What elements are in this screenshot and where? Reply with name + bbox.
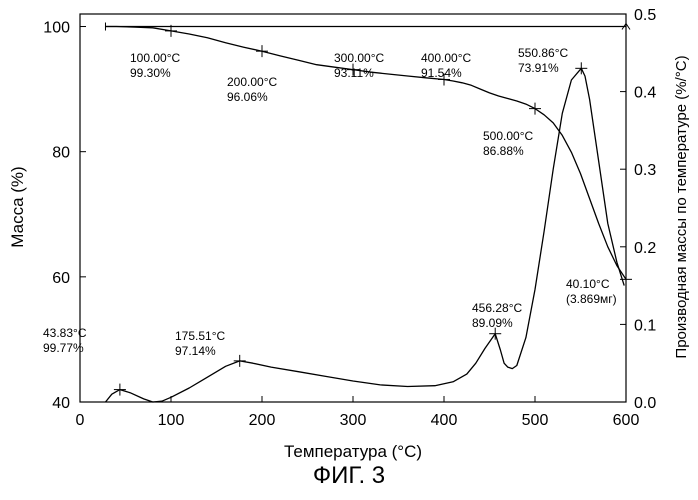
y-axis-label: Масса (%) — [8, 166, 27, 247]
annotations: 100.00°C99.30% 200.00°C96.06% 300.00°C93.1… — [43, 24, 632, 396]
y-right-tick-label: 0.1 — [634, 317, 656, 334]
annotation-temp: 500.00°C — [483, 129, 534, 143]
y-axis-right: 0.0 0.1 0.2 0.3 0.4 0.5 — [620, 7, 656, 412]
y-right-tick-label: 0.3 — [634, 162, 656, 179]
annotation-temp: 175.51°C — [175, 329, 226, 343]
annotation-value: 86.88% — [483, 144, 524, 158]
figure-caption: ФИГ. 3 — [312, 462, 386, 489]
annotation-value: 73.91% — [518, 61, 559, 75]
annotation-temp: 300.00°C — [334, 51, 385, 65]
mass-curve — [105, 25, 627, 280]
y-tick-label: 40 — [52, 395, 70, 412]
annotation-value: (3.869мг) — [566, 292, 617, 306]
x-tick-label: 0 — [76, 412, 85, 429]
y-tick-label: 80 — [52, 145, 70, 162]
annotation-temp: 200.00°C — [227, 75, 278, 89]
y-right-tick-label: 0.2 — [634, 240, 656, 257]
y-tick-label: 100 — [43, 20, 70, 37]
y-axis-right-label: Производная массы по температуре (%/°C) — [673, 55, 690, 358]
annotation-value: 91.54% — [421, 66, 462, 80]
annotation-value: 99.77% — [43, 341, 84, 355]
annotation-temp: 550.86°C — [518, 46, 569, 60]
annotation-value: 89.09% — [472, 316, 513, 330]
x-axis: 0 100 200 300 400 500 600 — [76, 396, 640, 429]
annotation-value: 93.11% — [334, 66, 374, 80]
x-tick-label: 200 — [249, 412, 276, 429]
y-tick-label: 60 — [52, 270, 70, 287]
series-lines — [104, 22, 631, 403]
y-right-tick-label: 0.0 — [634, 395, 656, 412]
x-tick-label: 400 — [431, 412, 458, 429]
annotation-temp: 100.00°C — [130, 51, 181, 65]
annotation-value: 97.14% — [175, 344, 216, 358]
x-tick-label: 300 — [340, 412, 367, 429]
annotation-value: 99.30% — [130, 66, 171, 80]
x-tick-label: 500 — [522, 412, 549, 429]
x-axis-label: Температура (°C) — [284, 442, 422, 461]
reference-end-arrow — [621, 22, 631, 30]
annotation-value: 96.06% — [227, 90, 268, 104]
derivative-curve — [104, 67, 625, 403]
annotation-temp: 456.28°C — [472, 301, 523, 315]
annotation-temp: 43.83°C — [43, 326, 87, 340]
y-right-tick-label: 0.4 — [634, 85, 656, 102]
annotation-temp: 400.00°C — [421, 51, 472, 65]
annotation-temp: 40.10°C — [566, 277, 610, 291]
y-axis-left: 40 60 80 100 — [43, 20, 86, 412]
y-right-tick-label: 0.5 — [634, 7, 656, 24]
x-tick-label: 100 — [158, 412, 185, 429]
x-tick-label: 600 — [613, 412, 640, 429]
